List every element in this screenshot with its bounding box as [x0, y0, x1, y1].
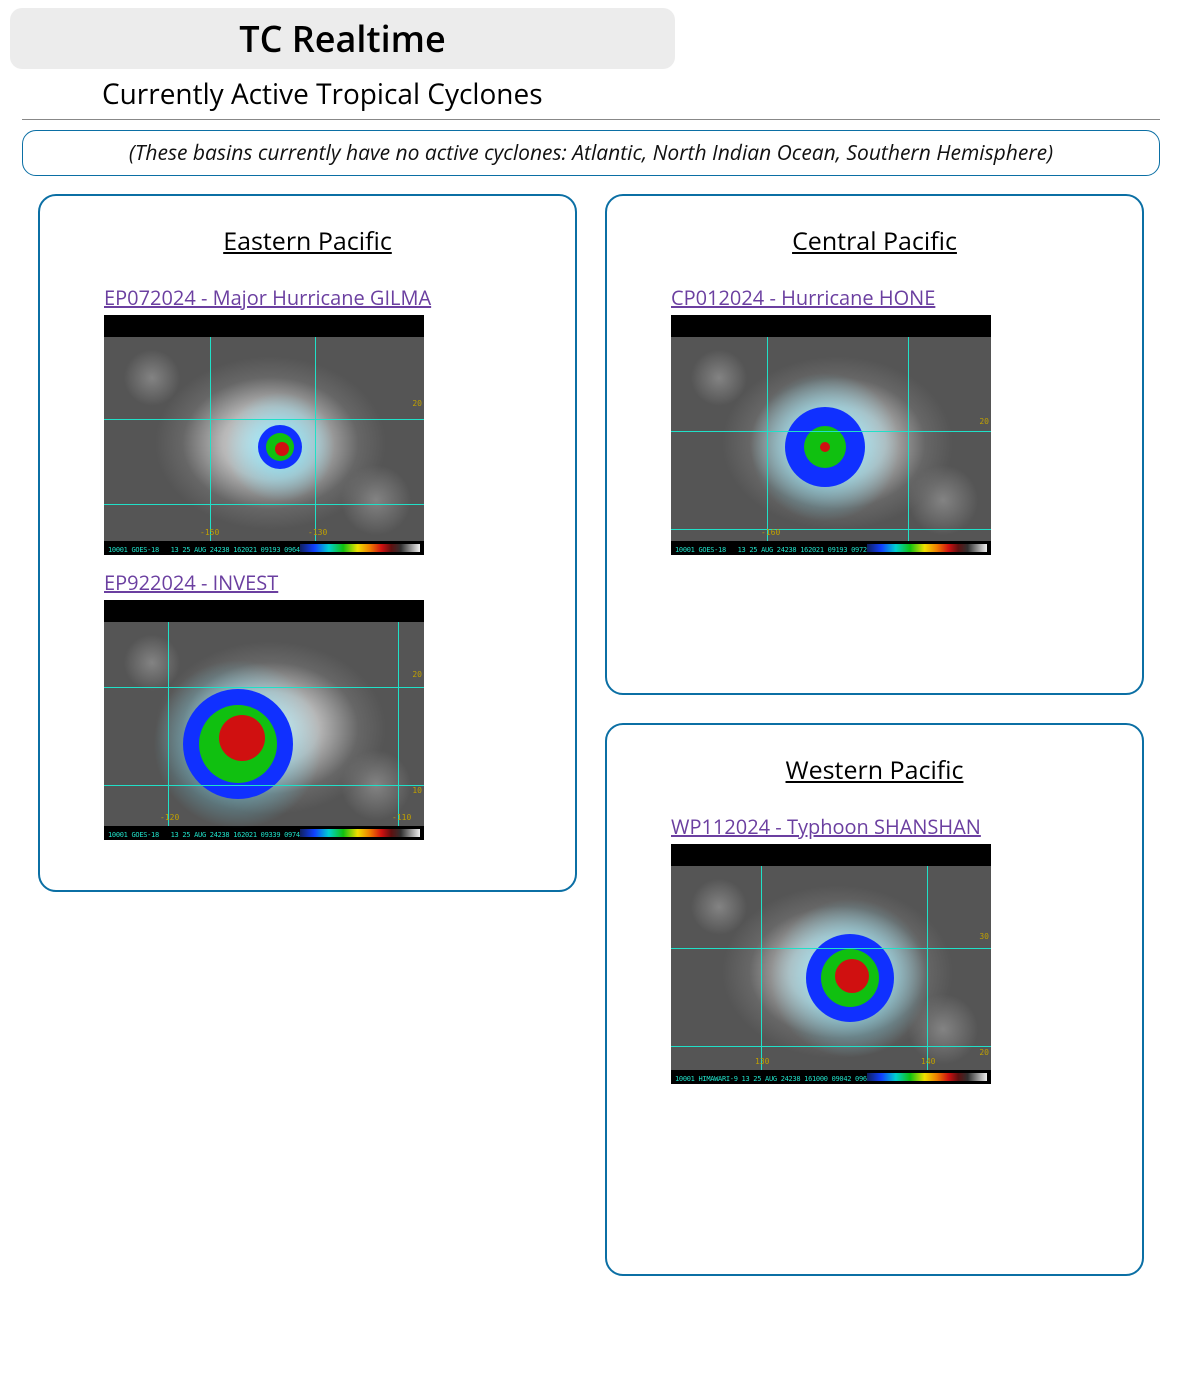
- storm-link-shanshan[interactable]: WP112024 - Typhoon SHANSHAN: [671, 813, 981, 840]
- basin-western-pacific: Western Pacific WP112024 - Typhoon SHANS…: [605, 723, 1144, 1276]
- basin-eastern-pacific: Eastern Pacific EP072024 - Major Hurrica…: [38, 194, 577, 892]
- basin-title: Central Pacific: [635, 224, 1114, 258]
- sat-image-shanshan[interactable]: 302013014010001 HIMAWARI-9 13 25 AUG 242…: [671, 844, 991, 1084]
- sat-image-invest[interactable]: 2010-120-11010001 GOES-18 13 25 AUG 2423…: [104, 600, 424, 840]
- storm-hone: CP012024 - Hurricane HONE 20-16010001 GO…: [671, 284, 1114, 555]
- storm-link-invest[interactable]: EP922024 - INVEST: [104, 569, 278, 596]
- storm-link-gilma[interactable]: EP072024 - Major Hurricane GILMA: [104, 284, 431, 311]
- inactive-basins-notice: (These basins currently have no active c…: [22, 130, 1160, 176]
- spacer: [635, 569, 1114, 657]
- spacer: [635, 1098, 1114, 1238]
- page-root: TC Realtime Currently Active Tropical Cy…: [0, 0, 1182, 1316]
- page-subtitle: Currently Active Tropical Cyclones: [102, 75, 1172, 113]
- basin-grid: Eastern Pacific EP072024 - Major Hurrica…: [38, 194, 1144, 1276]
- right-column: Central Pacific CP012024 - Hurricane HON…: [605, 194, 1144, 1276]
- sat-image-hone[interactable]: 20-16010001 GOES-18 13 25 AUG 24238 1620…: [671, 315, 991, 555]
- basin-title: Eastern Pacific: [68, 224, 547, 258]
- storm-link-hone[interactable]: CP012024 - Hurricane HONE: [671, 284, 935, 311]
- divider: [22, 119, 1160, 120]
- basin-central-pacific: Central Pacific CP012024 - Hurricane HON…: [605, 194, 1144, 695]
- sat-image-gilma[interactable]: 20-150-13010001 GOES-18 13 25 AUG 24238 …: [104, 315, 424, 555]
- page-title: TC Realtime: [10, 8, 675, 69]
- storm-gilma: EP072024 - Major Hurricane GILMA 20-150-…: [104, 284, 547, 555]
- basin-title: Western Pacific: [635, 753, 1114, 787]
- storm-shanshan: WP112024 - Typhoon SHANSHAN 302013014010…: [671, 813, 1114, 1084]
- left-column: Eastern Pacific EP072024 - Major Hurrica…: [38, 194, 577, 892]
- storm-invest: EP922024 - INVEST 2010-120-11010001 GOES…: [104, 569, 547, 840]
